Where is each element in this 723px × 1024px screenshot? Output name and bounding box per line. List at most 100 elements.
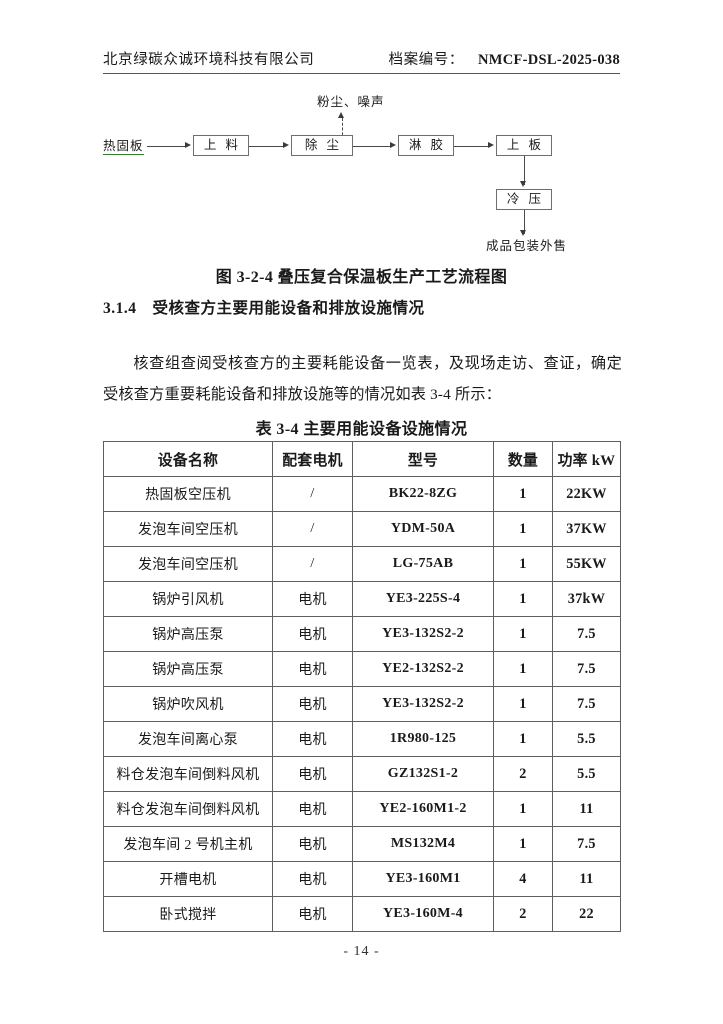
cell-quantity: 1 — [493, 686, 553, 722]
table-row: 开槽电机 电机 YE3-160M1 4 11 — [103, 861, 621, 897]
cell-quantity: 1 — [493, 616, 553, 652]
col-header-model: 型号 — [352, 441, 494, 477]
cell-motor: 电机 — [272, 616, 353, 652]
table-row: 热固板空压机 / BK22-8ZG 1 22KW — [103, 476, 621, 512]
cell-power: 22KW — [552, 476, 621, 512]
flow-arrow-5-icon — [520, 181, 527, 187]
cell-power: 55KW — [552, 546, 621, 582]
cell-model: YE3-132S2-2 — [352, 686, 494, 722]
cell-power: 37kW — [552, 581, 621, 617]
cell-power: 7.5 — [552, 616, 621, 652]
table-row: 卧式搅拌 电机 YE3-160M-4 2 22 — [103, 896, 621, 932]
cell-quantity: 1 — [493, 476, 553, 512]
cell-power: 5.5 — [552, 756, 621, 792]
cell-motor: 电机 — [272, 791, 353, 827]
cell-model: MS132M4 — [352, 826, 494, 862]
cell-quantity: 2 — [493, 896, 553, 932]
table-row: 料仓发泡车间倒料风机 电机 YE2-160M1-2 1 11 — [103, 791, 621, 827]
cell-motor: / — [272, 476, 353, 512]
flow-arrow-1-icon — [185, 142, 191, 149]
document-header: 北京绿碳众诚环境科技有限公司 档案编号： NMCF-DSL-2025-038 — [103, 48, 620, 74]
flow-arrow-2-icon — [283, 142, 289, 149]
cell-motor: / — [272, 546, 353, 582]
cell-quantity: 1 — [493, 511, 553, 547]
flow-box-linjiao: 淋 胶 — [398, 135, 454, 156]
col-header-equipment-name: 设备名称 — [103, 441, 273, 477]
flow-emission-label: 粉尘、噪声 — [317, 95, 385, 109]
cell-motor: 电机 — [272, 686, 353, 722]
section-heading: 3.1.4 受核查方主要用能设备和排放设施情况 — [103, 296, 620, 318]
cell-equipment-name: 料仓发泡车间倒料风机 — [103, 756, 273, 792]
table-row: 料仓发泡车间倒料风机 电机 GZ132S1-2 2 5.5 — [103, 756, 621, 792]
cell-power: 37KW — [552, 511, 621, 547]
flow-box-shangban: 上 板 — [496, 135, 552, 156]
figure-caption: 图 3-2-4 叠压复合保温板生产工艺流程图 — [215, 269, 508, 286]
cell-power: 11 — [552, 861, 621, 897]
cell-quantity: 4 — [493, 861, 553, 897]
table-row: 发泡车间空压机 / LG-75AB 1 55KW — [103, 546, 621, 582]
cell-equipment-name: 开槽电机 — [103, 861, 273, 897]
archive-number-value: NMCF-DSL-2025-038 — [477, 52, 620, 68]
table-row: 发泡车间空压机 / YDM-50A 1 37KW — [103, 511, 621, 547]
equipment-table: 设备名称 配套电机 型号 数量 功率 kW 热固板空压机 / BK22-8ZG … — [103, 441, 621, 932]
table-row: 发泡车间 2 号机主机 电机 MS132M4 1 7.5 — [103, 826, 621, 862]
cell-model: 1R980-125 — [352, 721, 494, 757]
cell-motor: 电机 — [272, 721, 353, 757]
cell-equipment-name: 热固板空压机 — [103, 476, 273, 512]
table-row: 锅炉吹风机 电机 YE3-132S2-2 1 7.5 — [103, 686, 621, 722]
page-footer: - 14 - — [343, 944, 380, 959]
flow-emission-dashed-line — [342, 118, 343, 140]
cell-power: 7.5 — [552, 826, 621, 862]
company-name: 北京绿碳众诚环境科技有限公司 — [103, 52, 315, 68]
flow-box-shangliao: 上 料 — [193, 135, 249, 156]
cell-quantity: 1 — [493, 651, 553, 687]
flow-arrow-4-icon — [488, 142, 494, 149]
flow-emission-arrow-up-icon — [338, 112, 345, 118]
cell-equipment-name: 发泡车间 2 号机主机 — [103, 826, 273, 862]
flow-output-label: 成品包装外售 — [486, 239, 568, 253]
cell-equipment-name: 发泡车间空压机 — [103, 546, 273, 582]
section-number: 3.1.4 — [103, 300, 137, 317]
cell-motor: 电机 — [272, 826, 353, 862]
equipment-table-wrapper: 设备名称 配套电机 型号 数量 功率 kW 热固板空压机 / BK22-8ZG … — [103, 441, 621, 932]
cell-power: 7.5 — [552, 651, 621, 687]
flow-line-box3-to-box4 — [454, 146, 490, 147]
flow-line-box1-to-box2 — [249, 146, 285, 147]
table-caption: 表 3-4 主要用能设备设施情况 — [255, 421, 468, 438]
process-flow-diagram: 粉尘、噪声 热固板 上 料 除 尘 淋 胶 上 板 冷 压 成品包装外售 — [103, 92, 620, 252]
cell-power: 22 — [552, 896, 621, 932]
cell-power: 5.5 — [552, 721, 621, 757]
cell-motor: 电机 — [272, 581, 353, 617]
cell-equipment-name: 锅炉吹风机 — [103, 686, 273, 722]
cell-power: 11 — [552, 791, 621, 827]
flow-line-box4-to-box5 — [524, 156, 525, 185]
table-row: 锅炉引风机 电机 YE3-225S-4 1 37kW — [103, 581, 621, 617]
equipment-table-body: 热固板空压机 / BK22-8ZG 1 22KW 发泡车间空压机 / YDM-5… — [103, 476, 621, 932]
cell-equipment-name: 料仓发泡车间倒料风机 — [103, 791, 273, 827]
cell-motor: 电机 — [272, 896, 353, 932]
table-row: 锅炉高压泵 电机 YE3-132S2-2 1 7.5 — [103, 616, 621, 652]
cell-equipment-name: 锅炉高压泵 — [103, 651, 273, 687]
flow-arrow-6-icon — [520, 230, 527, 236]
col-header-quantity: 数量 — [493, 441, 553, 477]
cell-model: YE2-132S2-2 — [352, 651, 494, 687]
cell-power: 7.5 — [552, 686, 621, 722]
cell-model: YE2-160M1-2 — [352, 791, 494, 827]
cell-equipment-name: 锅炉高压泵 — [103, 616, 273, 652]
cell-quantity: 1 — [493, 826, 553, 862]
flow-arrow-3-icon — [390, 142, 396, 149]
cell-equipment-name: 卧式搅拌 — [103, 896, 273, 932]
flow-line-box2-to-box3 — [353, 146, 392, 147]
cell-model: GZ132S1-2 — [352, 756, 494, 792]
cell-motor: 电机 — [272, 651, 353, 687]
section-title: 受核查方主要用能设备和排放设施情况 — [152, 300, 425, 317]
flow-box-chuchen: 除 尘 — [291, 135, 353, 156]
cell-quantity: 2 — [493, 756, 553, 792]
cell-model: BK22-8ZG — [352, 476, 494, 512]
col-header-power: 功率 kW — [552, 441, 621, 477]
cell-motor: 电机 — [272, 861, 353, 897]
cell-model: YDM-50A — [352, 511, 494, 547]
table-row: 锅炉高压泵 电机 YE2-132S2-2 1 7.5 — [103, 651, 621, 687]
cell-quantity: 1 — [493, 581, 553, 617]
archive-number-group: 档案编号： NMCF-DSL-2025-038 — [388, 48, 620, 69]
